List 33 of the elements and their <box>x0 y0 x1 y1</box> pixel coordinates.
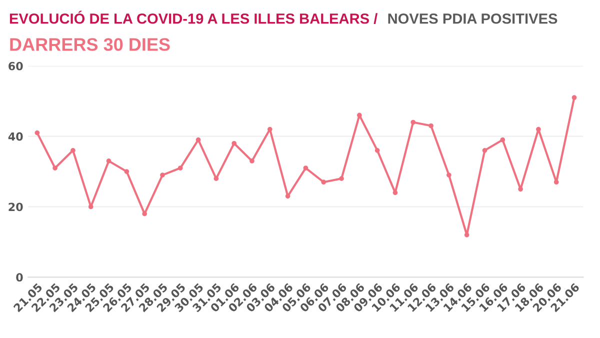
point <box>232 140 237 146</box>
point <box>124 169 130 174</box>
point <box>196 137 201 142</box>
y-tick-label: 40 <box>8 132 23 141</box>
point <box>106 158 112 164</box>
y-tick-label: 20 <box>8 202 23 212</box>
point <box>52 166 58 170</box>
point <box>34 130 40 136</box>
chart-subtitle: DARRERS 30 DIES <box>10 38 170 51</box>
y-tick-label: 60 <box>8 62 23 70</box>
point <box>285 194 290 199</box>
point <box>518 186 523 192</box>
point <box>572 95 577 100</box>
point <box>428 123 434 128</box>
point <box>392 190 398 196</box>
chart-title: EVOLUCIÓ DE LA COVID-19 A LES ILLES BALEARS / NOVES PDIA POSITIVES <box>10 10 558 24</box>
point <box>250 158 254 164</box>
point <box>214 176 219 182</box>
point <box>178 166 183 170</box>
point <box>482 148 488 153</box>
point <box>554 180 559 185</box>
point <box>303 166 308 170</box>
point <box>446 172 452 178</box>
point <box>374 148 380 153</box>
point <box>321 180 326 185</box>
y-tick-label: 0 <box>16 273 23 282</box>
point <box>339 176 344 182</box>
point <box>160 172 165 178</box>
point <box>410 120 416 125</box>
point <box>536 126 541 132</box>
point <box>500 137 506 142</box>
point <box>88 204 94 210</box>
point <box>70 148 76 153</box>
